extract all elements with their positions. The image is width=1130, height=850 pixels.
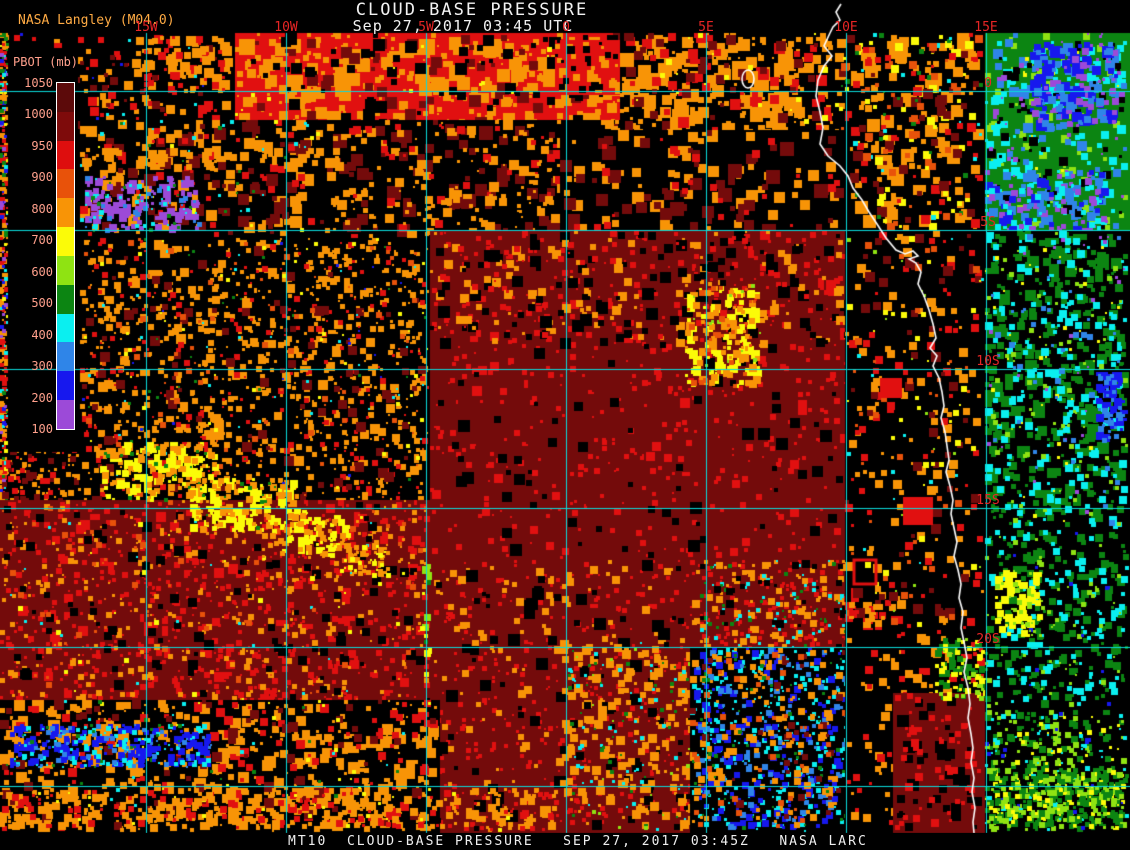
cloud-base-pressure-map [0, 0, 1130, 850]
satellite-product-view: CLOUD-BASE PRESSURE Sep 27, 2017 03:45 U… [0, 0, 1130, 850]
